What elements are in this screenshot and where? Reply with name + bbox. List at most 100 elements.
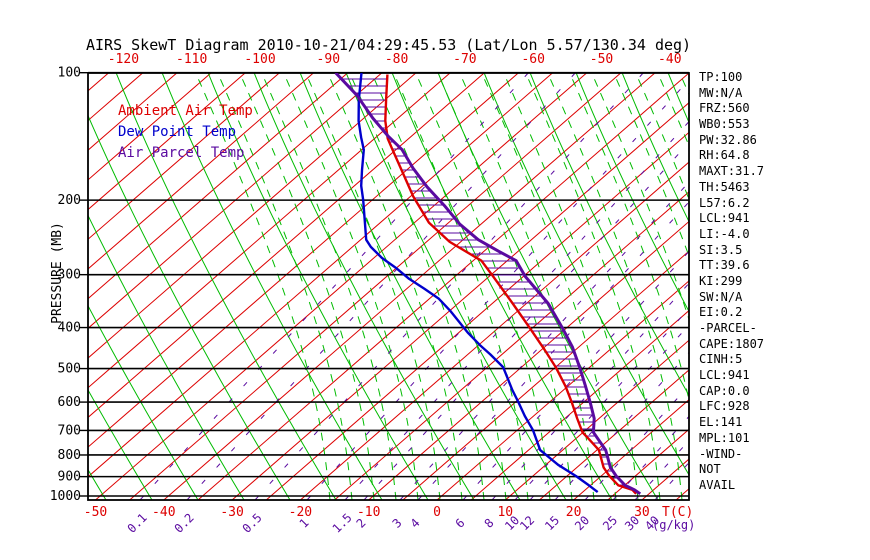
plot-frame <box>87 72 690 501</box>
isotherm-line <box>88 73 383 330</box>
bottom-temp-label: -10 <box>357 505 380 520</box>
top-temp-label: -110 <box>176 52 207 67</box>
dry-adiabat-line <box>391 73 613 500</box>
isotherm-line <box>88 73 246 211</box>
bottom-temp-label: 0 <box>433 505 441 520</box>
mixing-ratio-label: 0.1 <box>125 511 150 536</box>
mixing-ratio-label: 8 <box>482 516 497 531</box>
dry-adiabat-line <box>161 73 383 500</box>
pressure-label: 200 <box>58 193 81 208</box>
dry-adiabat-line <box>667 73 689 124</box>
isotherm-line <box>88 73 178 151</box>
pressure-label: 700 <box>58 423 81 438</box>
dry-adiabat-line <box>88 388 153 500</box>
isotherm-line <box>197 73 689 500</box>
stat-line: RH:64.8 <box>699 148 750 163</box>
stat-line: SI:3.5 <box>699 242 743 257</box>
stat-line: LCL:941 <box>699 211 750 226</box>
y-axis-title: PRESSURE (MB) <box>50 222 65 324</box>
isotherm-line <box>88 73 451 389</box>
stat-line: LI:-4.0 <box>699 226 750 241</box>
isotherm-line <box>88 73 417 359</box>
pressure-label: 1000 <box>50 489 81 504</box>
isotherm-line <box>0 60 55 500</box>
stat-line: EL:141 <box>699 415 743 430</box>
moist-adiabat-line <box>547 73 683 500</box>
isotherm-line <box>129 73 622 500</box>
legend-ambient-air-temp: Ambient Air Temp <box>118 103 253 119</box>
bottom-temp-label: 30 <box>634 505 650 520</box>
top-temp-label: -80 <box>385 52 408 67</box>
bottom-temp-label: -50 <box>84 505 107 520</box>
isotherm-line <box>573 398 689 500</box>
mixing-ratio-label: 25 <box>600 513 620 533</box>
bottom-temp-label: 10 <box>497 505 513 520</box>
stat-line: FRZ:560 <box>699 101 750 116</box>
isotherm-line <box>88 73 485 419</box>
top-temp-label: -90 <box>317 52 340 67</box>
bottom-temp-label: -40 <box>152 505 175 520</box>
stat-line: CAP:0.0 <box>699 383 750 398</box>
stat-line: NOT <box>699 462 721 477</box>
stat-line: CAPE:1807 <box>699 336 765 351</box>
stat-line: L57:6.2 <box>699 195 750 210</box>
dry-adiabat-line <box>345 73 567 500</box>
mixing-ratio-label: 15 <box>542 513 562 533</box>
dry-adiabat-line <box>115 73 337 500</box>
stat-line: AVAIL <box>699 477 736 492</box>
dry-adiabat-line <box>88 304 199 500</box>
dry-adiabat-line <box>437 73 659 500</box>
pressure-label: 300 <box>58 268 81 283</box>
bottom-temp-label: -20 <box>289 505 312 520</box>
dry-adiabat-line <box>575 73 689 313</box>
stat-line: KI:299 <box>699 273 743 288</box>
stat-line: MAXT:31.7 <box>699 164 765 179</box>
isotherm-line <box>0 60 21 500</box>
dry-adiabat-line <box>529 73 689 397</box>
stat-line: TP:100 <box>699 70 743 84</box>
stat-line: WB0:553 <box>699 117 750 132</box>
air-parcel-curve <box>334 73 642 496</box>
dry-adiabat-line <box>88 214 245 500</box>
top-temp-label: -100 <box>244 52 275 67</box>
pressure-label: 600 <box>58 395 81 410</box>
stat-line: TH:5463 <box>699 179 750 194</box>
isotherm-line <box>88 73 554 478</box>
dry-adiabat-line <box>621 73 689 223</box>
mixing-ratio-label: 6 <box>453 516 468 531</box>
stat-line: LCL:941 <box>699 368 750 383</box>
grid-lines <box>0 60 689 500</box>
isotherm-line <box>95 73 588 500</box>
mixing-ratio-label: 4 <box>408 516 423 531</box>
sounding-curves <box>334 73 642 496</box>
isotherm-line <box>504 339 689 500</box>
stat-line: -WIND- <box>699 446 743 461</box>
legend-air-parcel-temp: Air Parcel Temp <box>118 145 245 161</box>
chart-title: AIRS SkewT Diagram 2010-10-21/04:29:45.5… <box>86 36 692 54</box>
pressure-label: 800 <box>58 448 81 463</box>
moist-adiabat-line <box>437 73 573 500</box>
x-axis-unit: T(C) <box>662 505 693 520</box>
mixing-ratio-label: 1.5 <box>330 511 355 536</box>
top-temp-label: -40 <box>658 52 681 67</box>
pressure-label: 500 <box>58 362 81 377</box>
top-temp-label: -50 <box>590 52 613 67</box>
isotherm-line <box>231 102 689 500</box>
mixing-ratio-line <box>344 120 689 500</box>
dry-adiabat-line <box>483 73 689 476</box>
stat-line: TT:39.6 <box>699 258 750 273</box>
mixing-ratio-unit: (g/kg) <box>652 518 695 532</box>
isotherm-line <box>436 280 689 500</box>
isotherm-line <box>402 250 689 500</box>
isotherm-line <box>368 220 689 500</box>
dew-point-curve <box>357 73 599 494</box>
stat-line: EI:0.2 <box>699 305 743 320</box>
dry-adiabat-line <box>88 114 291 500</box>
top-temp-label: -60 <box>521 52 544 67</box>
isotherm-line <box>88 73 280 240</box>
isotherm-line <box>470 309 689 500</box>
isotherm-line <box>163 73 656 500</box>
mixing-ratio-label: 3 <box>390 516 405 531</box>
